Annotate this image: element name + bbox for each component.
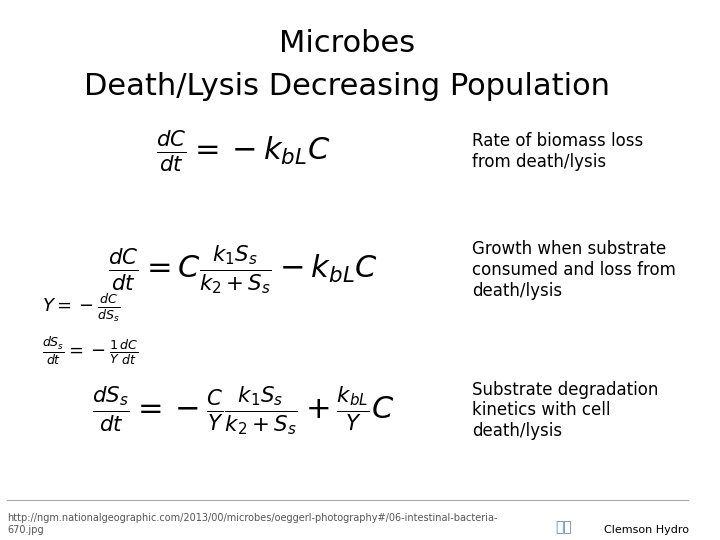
Text: $Y = -\frac{dC}{dS_s}$: $Y = -\frac{dC}{dS_s}$ — [42, 292, 120, 323]
Text: http://ngm.nationalgeographic.com/2013/00/microbes/oeggerl-photography#/06-intes: http://ngm.nationalgeographic.com/2013/0… — [7, 513, 498, 535]
Text: $\frac{dS_s}{dt} = -\frac{1}{Y}\frac{dC}{dt}$: $\frac{dS_s}{dt} = -\frac{1}{Y}\frac{dC}… — [42, 335, 138, 367]
Text: $\frac{dS_s}{dt} = -\frac{C}{Y}\frac{k_1 S_s}{k_2 + S_s} + \frac{k_{bL}}{Y}C$: $\frac{dS_s}{dt} = -\frac{C}{Y}\frac{k_1… — [92, 384, 395, 437]
Text: Microbes: Microbes — [279, 29, 415, 58]
Text: Death/Lysis Decreasing Population: Death/Lysis Decreasing Population — [84, 72, 611, 101]
Text: Rate of biomass loss
from death/lysis: Rate of biomass loss from death/lysis — [472, 132, 644, 171]
Text: $\frac{dC}{dt} = C\frac{k_1 S_s}{k_2 + S_s} - k_{bL}C$: $\frac{dC}{dt} = C\frac{k_1 S_s}{k_2 + S… — [108, 244, 378, 296]
Text: Substrate degradation
kinetics with cell
death/lysis: Substrate degradation kinetics with cell… — [472, 381, 659, 440]
Text: Clemson Hydro: Clemson Hydro — [604, 524, 689, 535]
Text: Growth when substrate
consumed and loss from
death/lysis: Growth when substrate consumed and loss … — [472, 240, 676, 300]
Text: $\frac{dC}{dt} = -k_{bL}C$: $\frac{dC}{dt} = -k_{bL}C$ — [156, 129, 330, 174]
Text: 〜〜: 〜〜 — [556, 521, 572, 535]
